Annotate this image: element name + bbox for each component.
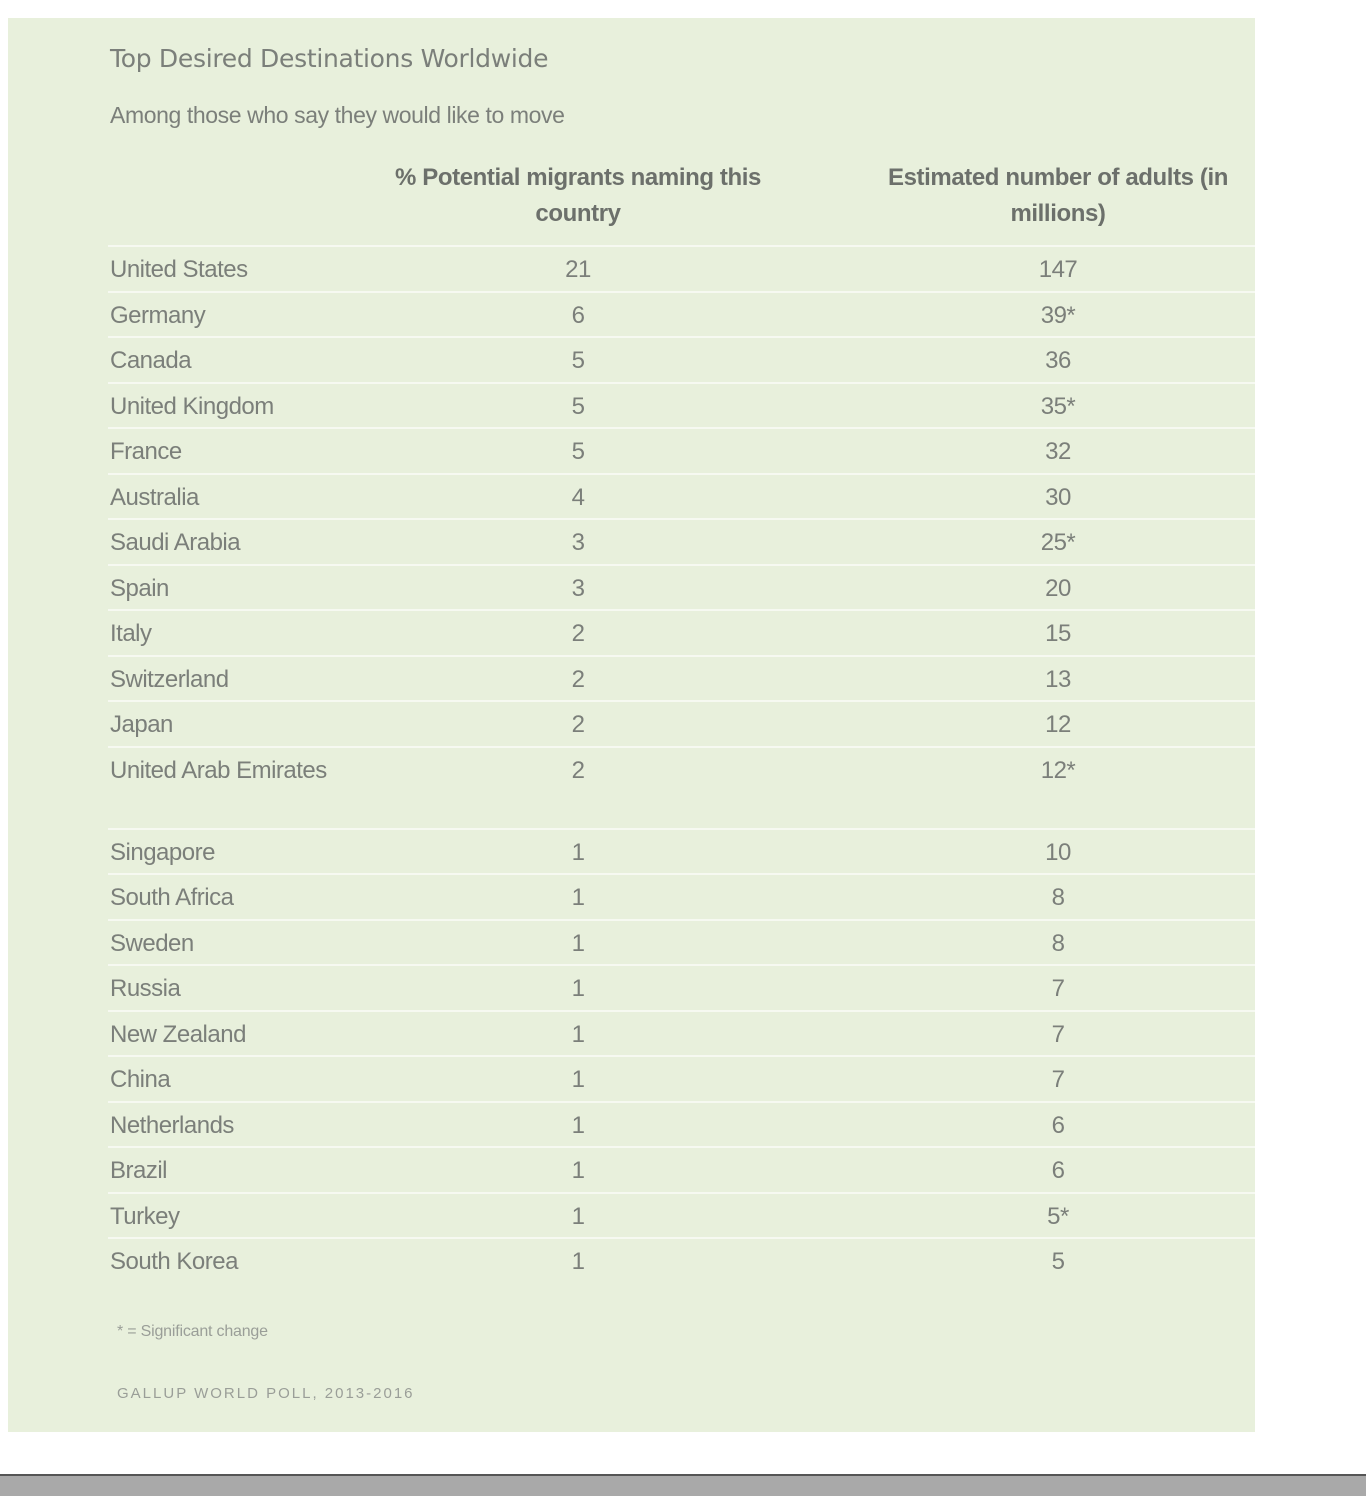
table-title: Top Desired Destinations Worldwide — [110, 44, 549, 73]
adults-cell: 5* — [1047, 1202, 1069, 1230]
table-row: New Zealand 1 7 — [108, 1009, 1255, 1056]
adults-cell: 32 — [1045, 438, 1071, 465]
pct-cell: 1 — [571, 884, 585, 911]
table-row: Italy 2 15 — [108, 609, 1255, 655]
table-row: Japan 2 12 — [108, 700, 1255, 746]
adults-cell: 20 — [1045, 574, 1071, 602]
table-row: Germany 6 39* — [108, 290, 1255, 337]
table-row: Saudi Arabia 3 25* — [108, 518, 1255, 564]
country-cell: Spain — [110, 574, 169, 602]
adults-cell: 35* — [1040, 392, 1076, 420]
table-row: Sweden 1 8 — [108, 918, 1255, 965]
adults-cell: 6 — [1051, 1111, 1065, 1139]
country-cell: Switzerland — [110, 665, 229, 693]
table-row: United Kingdom 5 35* — [108, 381, 1255, 428]
pct-cell: 2 — [571, 711, 585, 738]
country-cell: Sweden — [110, 929, 194, 957]
adults-cell: 39* — [1040, 301, 1076, 329]
country-cell: Netherlands — [110, 1111, 234, 1139]
table-row: Netherlands 1 6 — [108, 1100, 1255, 1147]
table-row: Russia 1 7 — [108, 964, 1255, 1010]
table-row: Canada 5 36 — [108, 336, 1255, 382]
table-body: United States 21 147 Germany 6 39* Canada 5 36 Un… — [108, 245, 1255, 1283]
adults-cell: 10 — [1045, 838, 1071, 866]
pct-cell: 1 — [571, 838, 585, 866]
country-cell: United Kingdom — [110, 392, 274, 420]
adults-cell: 15 — [1045, 620, 1071, 647]
country-cell: Singapore — [110, 838, 215, 866]
adults-cell: 36 — [1045, 347, 1071, 374]
pct-cell: 1 — [571, 1020, 585, 1048]
pct-cell: 1 — [571, 1066, 585, 1093]
adults-cell: 6 — [1051, 1157, 1065, 1184]
pct-cell: 1 — [571, 1111, 585, 1139]
pct-cell: 5 — [571, 392, 585, 420]
adults-cell: 7 — [1051, 975, 1065, 1002]
table-header-row: % Potential migrants naming this country… — [108, 156, 1255, 245]
header-pct: % Potential migrants naming this country — [395, 164, 761, 227]
pct-cell: 5 — [571, 347, 585, 374]
pct-cell: 1 — [571, 975, 585, 1002]
adults-cell: 8 — [1051, 929, 1065, 957]
adults-cell: 13 — [1045, 665, 1071, 693]
table-row: South Africa 1 8 — [108, 873, 1255, 919]
pct-cell: 6 — [571, 301, 585, 329]
table-row: Australia 4 30 — [108, 472, 1255, 519]
table-row: France 5 32 — [108, 427, 1255, 473]
pct-cell: 4 — [571, 483, 585, 511]
adults-cell: 30 — [1045, 483, 1071, 511]
pct-cell: 1 — [571, 1202, 585, 1230]
pct-cell: 1 — [571, 929, 585, 957]
country-cell: Turkey — [110, 1202, 180, 1230]
table-row: Turkey 1 5* — [108, 1191, 1255, 1238]
pct-cell: 5 — [571, 438, 585, 465]
table-row: Spain 3 20 — [108, 563, 1255, 610]
country-cell: United Arab Emirates — [110, 756, 327, 784]
pct-cell: 2 — [571, 620, 585, 647]
country-cell: China — [110, 1066, 171, 1093]
pct-cell: 2 — [571, 665, 585, 693]
country-cell: Russia — [110, 975, 181, 1002]
header-adults: Estimated number of adults (in millions) — [887, 164, 1229, 227]
table-row: South Korea 1 5 — [108, 1237, 1255, 1283]
country-cell: France — [110, 438, 182, 465]
pct-cell: 3 — [571, 529, 585, 556]
pct-cell: 2 — [571, 756, 585, 784]
country-cell: Italy — [110, 620, 152, 647]
table-row: Singapore 1 10 — [108, 827, 1255, 874]
country-cell: Australia — [110, 483, 199, 511]
pct-cell: 3 — [571, 574, 585, 602]
country-cell: Brazil — [110, 1157, 168, 1184]
adults-cell: 5 — [1051, 1248, 1065, 1275]
country-cell: Saudi Arabia — [110, 529, 241, 556]
country-cell: South Korea — [110, 1248, 238, 1275]
pct-cell: 1 — [571, 1248, 585, 1275]
window-bottom-bar — [0, 1474, 1366, 1496]
source-label: GALLUP WORLD POLL, 2013-2016 — [117, 1385, 415, 1402]
country-cell: New Zealand — [110, 1020, 246, 1048]
table-card: Top Desired Destinations Worldwide Among… — [8, 18, 1255, 1432]
country-cell: Japan — [110, 711, 173, 738]
adults-cell: 25* — [1040, 529, 1076, 556]
table-subtitle: Among those who say they would like to m… — [110, 102, 565, 128]
country-cell: United States — [110, 256, 248, 283]
destinations-table: % Potential migrants naming this country… — [108, 156, 1255, 1283]
adults-cell: 7 — [1051, 1066, 1065, 1093]
adults-cell: 147 — [1038, 256, 1078, 283]
pct-cell: 1 — [571, 1157, 585, 1184]
footnote: * = Significant change — [117, 1323, 268, 1340]
country-cell: Germany — [110, 301, 206, 329]
country-cell: Canada — [110, 347, 192, 374]
adults-cell: 7 — [1051, 1020, 1065, 1048]
table-row: United States 21 147 — [108, 245, 1255, 291]
table-row: Switzerland 2 13 — [108, 654, 1255, 701]
table-row: Brazil 1 6 — [108, 1146, 1255, 1192]
adults-cell: 12* — [1040, 756, 1076, 784]
table-row: China 1 7 — [108, 1055, 1255, 1101]
table-row: United Arab Emirates 2 12* — [108, 745, 1255, 828]
adults-cell: 8 — [1051, 884, 1065, 911]
pct-cell: 21 — [565, 256, 591, 283]
adults-cell: 12 — [1045, 711, 1071, 738]
country-cell: South Africa — [110, 884, 234, 911]
